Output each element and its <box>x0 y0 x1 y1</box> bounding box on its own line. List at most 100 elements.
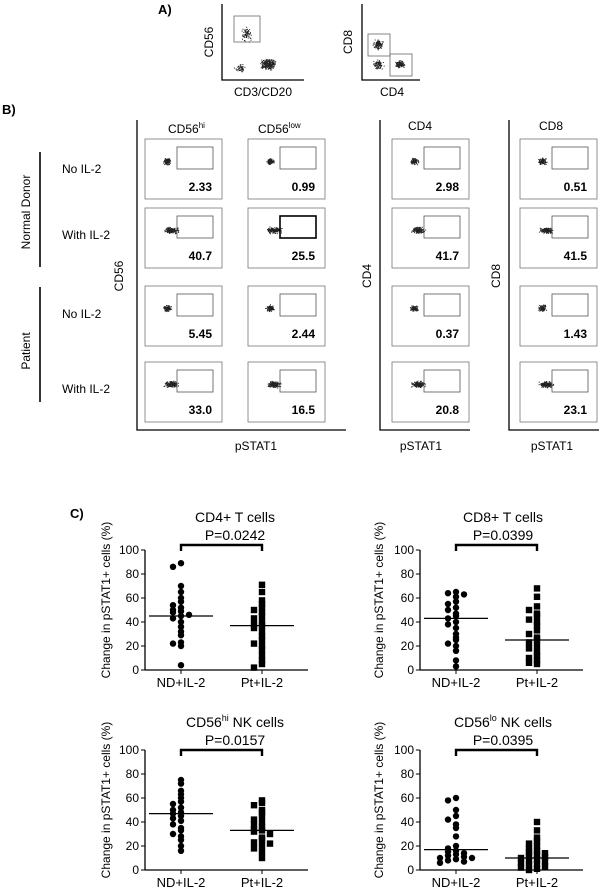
col-header-cd8: CD8 <box>539 119 563 133</box>
scatter-chart-grid: CD4+ T cells P=0.0242 0 20 40 60 80 100 Change i… <box>99 509 583 890</box>
data-point <box>525 654 533 662</box>
data-point <box>452 598 460 605</box>
data-point <box>250 802 258 809</box>
data-point <box>177 804 185 811</box>
y-tick-label: 80 <box>401 767 415 781</box>
data-point <box>436 859 444 866</box>
data-point <box>250 615 258 622</box>
gate-percent-value: 40.7 <box>189 249 213 263</box>
gate-box <box>423 293 461 317</box>
flow-panel-cd56low-row4: 16.5 <box>247 361 326 423</box>
scatter-chart-1: CD4+ T cells P=0.0242 0 20 40 60 80 100 Change i… <box>99 509 308 690</box>
chart-title: CD56hi NK cells <box>186 713 284 730</box>
y-tick-label: 80 <box>126 767 140 781</box>
y-tick-label: 40 <box>401 615 415 629</box>
panel-a-plot-cd56-vs-cd3: CD56 CD3/CD20 <box>202 4 304 99</box>
gate-cd4 <box>389 53 413 77</box>
data-point <box>533 642 541 650</box>
data-point <box>258 809 266 816</box>
panel-b-x-label-cd8: pSTAT1 <box>531 439 574 453</box>
gate-percent-value: 0.37 <box>436 327 460 341</box>
data-point <box>177 642 185 650</box>
gate-cd8 <box>367 33 391 57</box>
data-point <box>541 853 549 860</box>
data-point <box>541 863 549 870</box>
data-point <box>452 604 460 611</box>
panel-b-x-label-cd4: pSTAT1 <box>400 439 443 453</box>
x-category-label: ND+IL-2 <box>157 675 206 690</box>
data-point <box>258 642 266 650</box>
data-point <box>452 663 460 670</box>
gate-box <box>423 146 461 170</box>
panel-b-label: B) <box>2 102 16 117</box>
data-point <box>169 609 177 616</box>
data-point <box>533 827 541 834</box>
chart-title: CD4+ T cells <box>195 509 275 525</box>
data-point <box>266 840 274 847</box>
data-point <box>258 600 266 608</box>
data-point <box>452 657 460 664</box>
data-point <box>169 640 177 647</box>
gate-percent-value: 0.51 <box>564 180 588 194</box>
data-point <box>177 827 185 834</box>
data-point <box>258 581 266 588</box>
gate-box <box>176 293 214 317</box>
data-point <box>452 824 460 832</box>
data-point <box>452 612 460 620</box>
data-point <box>177 780 185 787</box>
gate-box <box>551 369 589 393</box>
flow-panel-cd4-row1: 2.98 <box>391 138 470 200</box>
gate-box <box>279 146 317 170</box>
data-point <box>541 850 549 857</box>
data-point <box>258 633 266 640</box>
x-category-label: Pt+IL-2 <box>241 875 283 890</box>
gate-percent-value: 0.99 <box>292 180 316 194</box>
data-point <box>250 621 258 628</box>
group-label-patient: Patient <box>19 332 33 370</box>
data-point <box>177 632 185 639</box>
flow-panel-cd56hi-row2: 40.7 <box>144 207 223 269</box>
data-point <box>169 815 177 822</box>
data-point <box>533 856 541 863</box>
data-point <box>533 657 541 664</box>
data-point <box>533 585 541 592</box>
data-point <box>533 851 541 858</box>
data-point <box>444 600 452 608</box>
y-axis-label: Change in pSTAT1+ cells (%) <box>99 722 113 879</box>
data-point <box>258 636 266 644</box>
flow-panel-cd8-row2: 41.5 <box>519 207 598 269</box>
y-axis-label: Change in pSTAT1+ cells (%) <box>372 522 386 679</box>
panel-a-label: A) <box>158 2 172 17</box>
data-point <box>533 834 541 841</box>
y-tick-label: 0 <box>132 863 139 877</box>
y-tick-label: 40 <box>401 815 415 829</box>
data-point <box>177 836 185 844</box>
data-point <box>258 597 266 604</box>
flow-panel-cd8-row3: 1.43 <box>519 285 598 347</box>
data-point <box>452 618 460 626</box>
data-point <box>525 616 533 623</box>
data-point <box>517 864 525 871</box>
chart-title: CD8+ T cells <box>463 509 543 525</box>
data-point <box>177 588 185 596</box>
panel-a-plot1-x-label: CD3/CD20 <box>234 85 292 99</box>
data-point <box>533 648 541 656</box>
y-tick-label: 100 <box>394 743 414 757</box>
flow-panel-cd56hi-row1: 2.33 <box>144 138 223 200</box>
y-tick-label: 0 <box>407 863 414 877</box>
flow-panel-cd56low-row3: 2.44 <box>247 285 326 347</box>
gate-percent-value: 5.45 <box>189 327 213 341</box>
y-tick-label: 100 <box>119 743 139 757</box>
data-point <box>258 657 266 664</box>
gate-percent-value: 25.5 <box>292 249 316 263</box>
y-axis-label: Change in pSTAT1+ cells (%) <box>99 522 113 679</box>
significance-bracket <box>454 543 539 551</box>
data-point <box>452 624 460 632</box>
data-point <box>533 622 541 629</box>
data-point <box>177 598 185 605</box>
data-point <box>258 588 266 596</box>
y-tick-label: 0 <box>132 663 139 677</box>
data-point <box>533 838 541 845</box>
flow-panel-cd8-row1: 0.51 <box>519 138 598 200</box>
data-point <box>169 563 177 570</box>
